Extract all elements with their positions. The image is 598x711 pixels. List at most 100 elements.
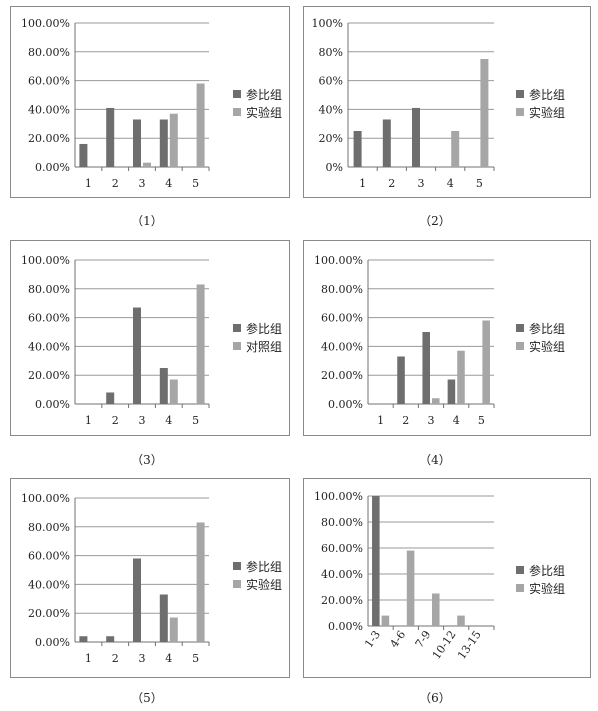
- y-tick-label: 80.00%: [28, 283, 70, 296]
- chart-caption-2: （2）: [419, 214, 451, 228]
- legend-swatch: [233, 342, 241, 350]
- bar: [169, 113, 178, 167]
- legend-item: 参比组: [516, 85, 565, 103]
- legend-swatch: [233, 562, 241, 570]
- x-tick-label: 3: [139, 177, 146, 190]
- y-tick-label: 60.00%: [321, 312, 363, 325]
- y-tick-label: 20.00%: [28, 607, 70, 620]
- y-tick-label: 40.00%: [28, 103, 70, 116]
- y-tick-label: 20.00%: [28, 369, 70, 382]
- bar: [406, 550, 415, 626]
- chart-panel-4: 0.00% 20.00% 40.00% 60.00% 80.00% 100.00% 1 2 3 4…: [303, 240, 591, 436]
- y-tick-label: 20.00%: [321, 369, 363, 382]
- legend-item: 参比组: [233, 557, 282, 575]
- legend-label: 参比组: [246, 559, 283, 574]
- x-tick-label: 7-9: [413, 628, 434, 650]
- y-tick-label: 80.00%: [28, 521, 70, 534]
- y-tick-label: 0.00%: [328, 398, 363, 411]
- y-tick-label: 0.00%: [328, 620, 363, 633]
- bar: [196, 284, 205, 404]
- legend-5: 参比组 实验组: [233, 557, 282, 593]
- bar: [159, 368, 168, 404]
- chart-svg-5: 0.00% 20.00% 40.00% 60.00% 80.00% 100.00% 1 2 3 4…: [21, 492, 210, 665]
- x-tick-label: 5: [192, 652, 199, 665]
- bar: [79, 636, 88, 642]
- bar: [169, 379, 178, 404]
- x-tick-label: 1: [85, 652, 92, 665]
- x-tick-label: 1: [377, 414, 384, 427]
- legend-item: 实验组: [516, 103, 565, 121]
- legend-swatch: [516, 566, 524, 574]
- chart-svg-2: 0% 20% 40% 60% 80% 100% 1 2 3 4 5: [312, 17, 495, 190]
- y-tick-label: 0.00%: [35, 161, 70, 174]
- legend-label: 实验组: [246, 105, 283, 120]
- x-tick-label: 3: [139, 414, 146, 427]
- chart-panel-1: 0.00% 20.00% 40.00% 60.00% 80.00% 100.00% 1 2 3 4…: [10, 6, 290, 198]
- x-tick-label: 4: [165, 652, 172, 665]
- chart-svg-3: 0.00% 20.00% 40.00% 60.00% 80.00% 100.00% 1 2 3 4…: [21, 254, 210, 427]
- legend-item: 实验组: [516, 337, 565, 355]
- legend-item: 对照组: [233, 337, 282, 355]
- bar: [451, 131, 460, 167]
- legend-label: 实验组: [246, 577, 283, 592]
- x-tick-label: 1: [359, 177, 366, 190]
- x-tick-label: 5: [478, 414, 485, 427]
- legend-item: 实验组: [516, 579, 565, 597]
- bar: [353, 131, 362, 167]
- x-tick-label: 4: [165, 177, 172, 190]
- bar: [106, 636, 115, 642]
- y-tick-label: 60.00%: [321, 542, 363, 555]
- chart-panel-2: 0% 20% 40% 60% 80% 100% 1 2 3 4 5 参比组 实验组: [303, 6, 591, 198]
- y-tick-label: 40.00%: [321, 340, 363, 353]
- x-tick-label: 2: [112, 652, 119, 665]
- y-tick-label: 40.00%: [321, 568, 363, 581]
- legend-label: 实验组: [529, 581, 566, 596]
- legend-swatch: [233, 108, 241, 116]
- bar: [397, 356, 405, 404]
- legend-swatch: [516, 90, 524, 98]
- y-tick-label: 20.00%: [28, 132, 70, 145]
- legend-swatch: [516, 324, 524, 332]
- legend-6: 参比组 实验组: [516, 561, 565, 597]
- y-tick-label: 20.00%: [321, 594, 363, 607]
- bar: [432, 398, 440, 404]
- legend-label: 参比组: [529, 321, 566, 336]
- x-tick-label: 2: [388, 177, 395, 190]
- x-tick-label: 5: [192, 414, 199, 427]
- x-tick-label: 3: [418, 177, 425, 190]
- y-tick-label: 80.00%: [28, 46, 70, 59]
- legend-swatch: [233, 324, 241, 332]
- bar: [372, 496, 380, 626]
- legend-4: 参比组 实验组: [516, 319, 565, 355]
- y-tick-label: 0.00%: [35, 636, 70, 649]
- chart-svg-6: 0.00% 20.00% 40.00% 60.00% 80.00% 100.00% 1-3 4…: [314, 490, 495, 662]
- bar: [482, 320, 490, 404]
- x-tick-label: 3: [428, 414, 435, 427]
- legend-1: 参比组 实验组: [233, 85, 282, 121]
- legend-item: 实验组: [233, 575, 282, 593]
- legend-item: 参比组: [516, 561, 565, 579]
- bar: [169, 617, 178, 642]
- y-tick-label: 100.00%: [314, 490, 363, 503]
- chart-panel-5: 0.00% 20.00% 40.00% 60.00% 80.00% 100.00% 1 2 3 4…: [10, 478, 290, 678]
- legend-swatch: [516, 584, 524, 592]
- legend-label: 参比组: [529, 563, 566, 578]
- bar: [196, 522, 205, 642]
- legend-3: 参比组 对照组: [233, 319, 282, 355]
- bar: [143, 162, 151, 167]
- x-tick-label: 4: [165, 414, 172, 427]
- chart-svg-4: 0.00% 20.00% 40.00% 60.00% 80.00% 100.00% 1 2 3 4…: [314, 254, 495, 427]
- x-tick-label: 2: [402, 414, 409, 427]
- y-tick-label: 60%: [319, 75, 343, 88]
- bar: [457, 350, 465, 404]
- legend-item: 参比组: [233, 319, 282, 337]
- x-tick-label: 2: [112, 177, 119, 190]
- bar: [422, 332, 430, 404]
- x-tick-label: 2: [112, 414, 119, 427]
- y-tick-label: 40.00%: [28, 578, 70, 591]
- bar: [412, 107, 420, 167]
- legend-swatch: [233, 90, 241, 98]
- y-tick-label: 80%: [319, 46, 343, 59]
- x-tick-label: 4-6: [387, 628, 408, 650]
- chart-caption-5: （5）: [131, 691, 163, 705]
